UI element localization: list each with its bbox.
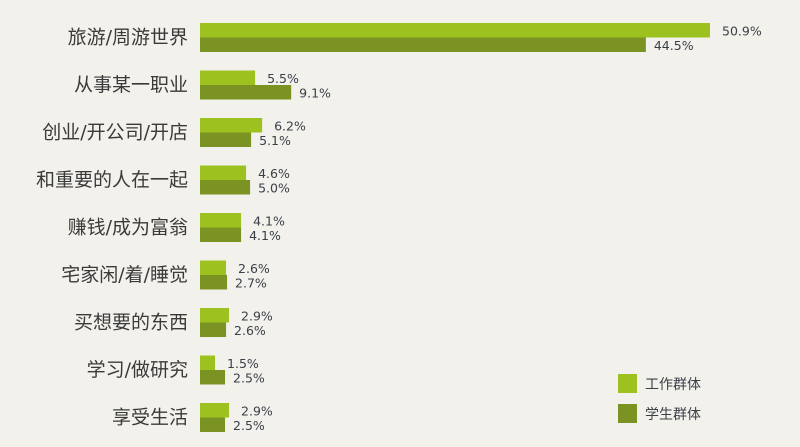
data-label: 4.6% [258, 166, 290, 181]
data-label: 9.1% [299, 86, 331, 101]
data-label: 5.5% [267, 71, 299, 86]
category-label: 从事某一职业 [74, 74, 188, 96]
legend-swatch [618, 374, 637, 393]
bar-student [200, 180, 251, 195]
data-label: 4.1% [253, 214, 285, 229]
data-label: 6.2% [274, 119, 306, 134]
category-label: 学习/做研究 [87, 359, 188, 381]
category-label: 和重要的人在一起 [36, 169, 188, 191]
bar-student [200, 370, 226, 385]
data-label: 44.5% [654, 38, 694, 53]
bar-work [200, 355, 216, 370]
category-label: 享受生活 [112, 407, 188, 429]
data-label: 50.9% [722, 24, 762, 39]
bar-work [200, 403, 230, 418]
bar-work [200, 308, 230, 323]
bar-student [200, 275, 228, 290]
bar-work [200, 118, 263, 133]
bar-work [200, 213, 242, 228]
category-label: 宅家闲/着/睡觉 [61, 264, 188, 286]
bar-student [200, 322, 227, 337]
data-label: 2.9% [241, 404, 273, 419]
data-label: 2.6% [238, 261, 270, 276]
data-label: 2.5% [233, 371, 265, 386]
bar-student [200, 417, 226, 432]
data-label: 4.1% [249, 228, 281, 243]
bar-work [200, 165, 247, 180]
data-label: 5.0% [258, 181, 290, 196]
data-label: 2.6% [234, 323, 266, 338]
category-label: 旅游/周游世界 [68, 27, 188, 49]
data-label: 2.7% [235, 276, 267, 291]
category-label: 赚钱/成为富翁 [68, 217, 188, 239]
category-label: 买想要的东西 [74, 312, 188, 334]
category-label: 创业/开公司/开店 [42, 122, 188, 144]
legend-label: 学生群体 [645, 407, 701, 423]
legend-label: 工作群体 [645, 377, 701, 393]
data-label: 5.1% [259, 133, 291, 148]
bar-student [200, 37, 646, 52]
bar-work [200, 70, 256, 85]
data-label: 2.9% [241, 309, 273, 324]
bar-student [200, 85, 292, 100]
data-label: 2.5% [233, 418, 265, 433]
legend-swatch [618, 404, 637, 423]
data-label: 1.5% [227, 356, 259, 371]
bar-work [200, 23, 710, 38]
bar-student [200, 132, 252, 147]
bar-work [200, 260, 227, 275]
bar-student [200, 227, 242, 242]
